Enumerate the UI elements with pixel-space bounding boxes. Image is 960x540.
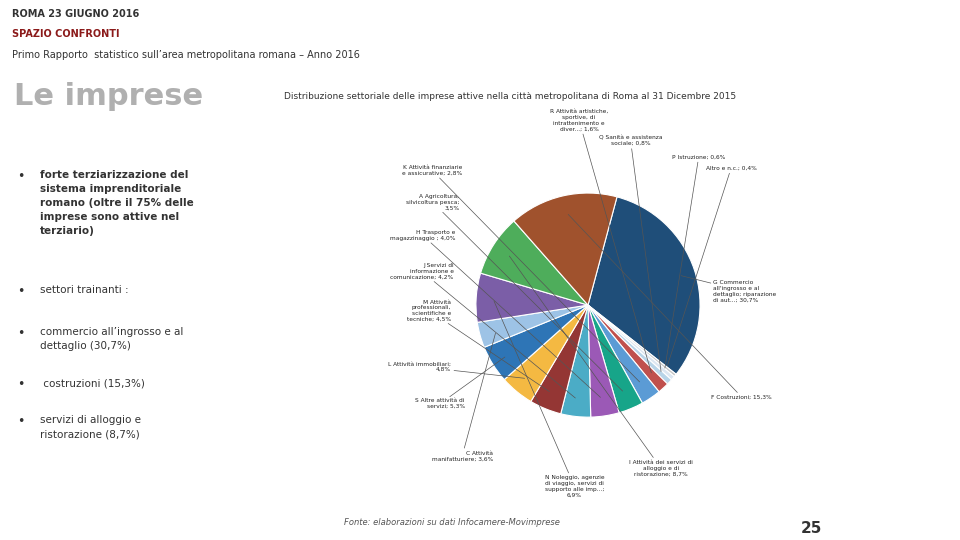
Text: A Agricoltura,
silvicoltura pesca;
3,5%: A Agricoltura, silvicoltura pesca; 3,5% [406, 194, 623, 391]
Wedge shape [588, 305, 659, 403]
Wedge shape [588, 305, 674, 380]
Text: SPAZIO CONFRONTI: SPAZIO CONFRONTI [12, 29, 119, 39]
Text: F Costruzioni; 15,3%: F Costruzioni; 15,3% [568, 214, 772, 400]
Text: Altro e n.c.; 0,4%: Altro e n.c.; 0,4% [667, 166, 756, 366]
Wedge shape [484, 305, 588, 380]
Text: •: • [17, 415, 24, 428]
Text: ROMA 23 GIUGNO 2016: ROMA 23 GIUGNO 2016 [12, 9, 139, 19]
Wedge shape [481, 221, 588, 305]
Text: settori trainanti :: settori trainanti : [39, 286, 129, 295]
Text: J Servizi di
informazione e
comunicazione; 4,2%: J Servizi di informazione e comunicazion… [391, 263, 575, 398]
Text: Q Sanità e assistenza
sociale; 0,8%: Q Sanità e assistenza sociale; 0,8% [599, 135, 662, 372]
Text: servizi di alloggio e
ristorazione (8,7%): servizi di alloggio e ristorazione (8,7%… [39, 415, 141, 439]
Text: •: • [17, 286, 24, 299]
Text: •: • [17, 170, 24, 183]
Text: •: • [17, 327, 24, 340]
Text: forte terziarizzazione del
sistema imprenditoriale
romano (oltre il 75% delle
im: forte terziarizzazione del sistema impre… [39, 170, 193, 236]
Wedge shape [588, 305, 671, 384]
Wedge shape [476, 273, 588, 322]
Text: •: • [17, 378, 24, 391]
Wedge shape [504, 305, 588, 401]
Wedge shape [531, 305, 588, 414]
Wedge shape [588, 305, 642, 413]
Text: Le imprese: Le imprese [14, 82, 204, 111]
Text: Distribuzione settoriale delle imprese attive nella città metropolitana di Roma : Distribuzione settoriale delle imprese a… [284, 92, 736, 101]
Text: Primo Rapporto  statistico sull’area metropolitana romana – Anno 2016: Primo Rapporto statistico sull’area metr… [12, 50, 359, 59]
Wedge shape [588, 305, 676, 376]
Wedge shape [561, 305, 590, 417]
Text: L Attività immobiliari;
4,8%: L Attività immobiliari; 4,8% [388, 361, 525, 379]
Text: G Commercio
all'ingrosso e al
dettaglio; riparazione
di aut...; 30,7%: G Commercio all'ingrosso e al dettaglio;… [681, 275, 777, 303]
Text: 25: 25 [801, 521, 822, 536]
Wedge shape [588, 305, 619, 417]
Text: R Attività artistiche,
sportive, di
intrattenimento e
diver...; 1,6%: R Attività artistiche, sportive, di intr… [550, 109, 651, 373]
Text: C Attività
manifatturiere; 3,6%: C Attività manifatturiere; 3,6% [431, 333, 495, 462]
Text: commercio all’ingrosso e al
dettaglio (30,7%): commercio all’ingrosso e al dettaglio (3… [39, 327, 183, 351]
Text: H Trasporto e
magazzinaggio ; 4,0%: H Trasporto e magazzinaggio ; 4,0% [391, 230, 600, 397]
Text: costruzioni (15,3%): costruzioni (15,3%) [39, 378, 145, 388]
Text: Fonte: elaborazioni su dati Infocamere-Movimprese: Fonte: elaborazioni su dati Infocamere-M… [344, 518, 560, 526]
Text: M Attività
professionali,
scientifiche e
tecniche; 4,5%: M Attività professionali, scientifiche e… [407, 300, 549, 392]
Wedge shape [477, 305, 588, 347]
Text: P Istruzione; 0,6%: P Istruzione; 0,6% [665, 154, 726, 368]
Wedge shape [514, 193, 617, 305]
Wedge shape [588, 197, 700, 374]
Text: K Attività finanziarie
e assicurative; 2,8%: K Attività finanziarie e assicurative; 2… [402, 165, 639, 382]
Text: I Attività dei servizi di
alloggio e di
ristorazione; 8,7%: I Attività dei servizi di alloggio e di … [510, 256, 693, 476]
Text: N Noleggio, agenzie
di viaggio, servizi di
supporto alle imp...;
6,9%: N Noleggio, agenzie di viaggio, servizi … [494, 301, 605, 498]
Text: S Altre attività di
servizi; 5,3%: S Altre attività di servizi; 5,3% [416, 357, 505, 409]
Wedge shape [588, 305, 667, 392]
